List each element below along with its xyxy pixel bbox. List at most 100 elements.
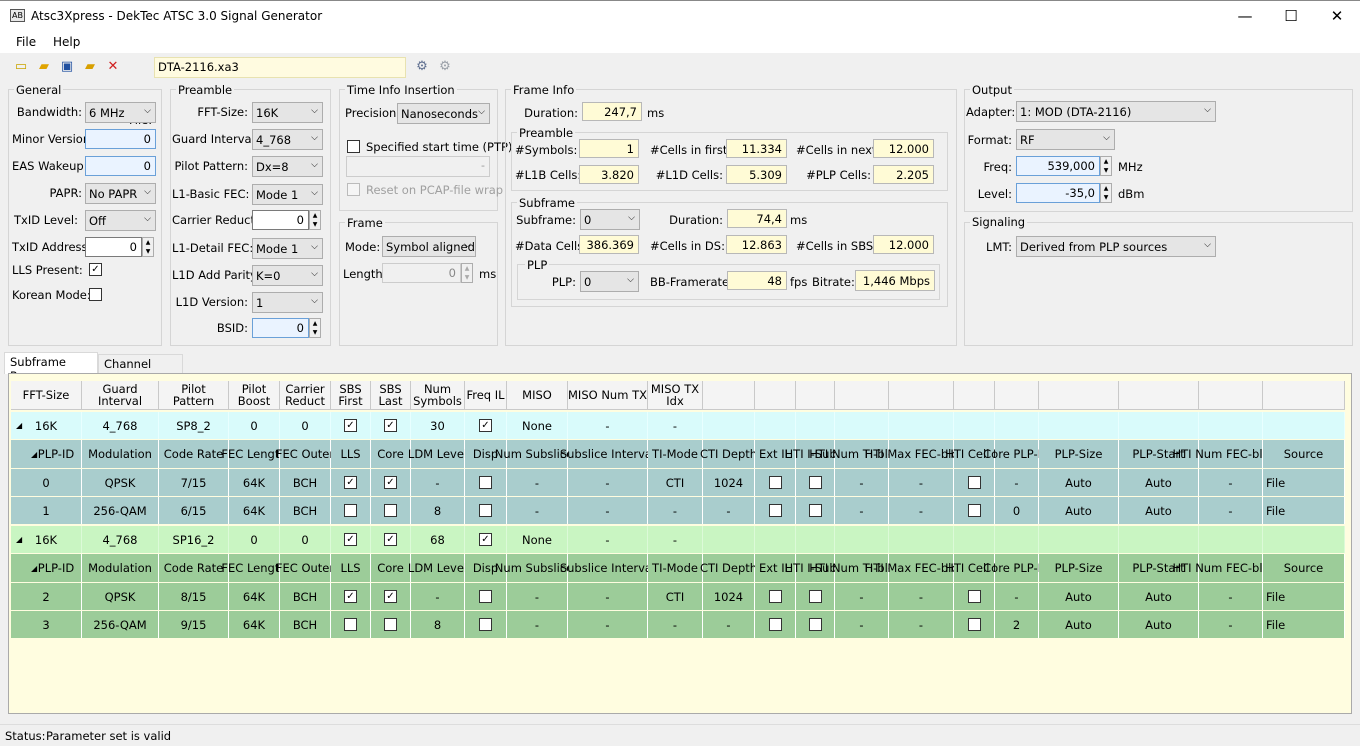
plp-cell[interactable]: 8/15 [159, 583, 229, 610]
plp-cell[interactable]: CTI [648, 583, 703, 610]
plp-header-cell[interactable]: Num Subslices [495, 554, 579, 582]
subframe-cell[interactable]: SP16_2 [159, 526, 229, 553]
grid-header-cell[interactable]: MISO [507, 381, 568, 410]
l1d-add-parity-dropdown[interactable]: K=0 ⌵ [252, 265, 323, 286]
plp-cell[interactable]: 9/15 [159, 611, 229, 638]
plp-cell[interactable]: BCH [280, 469, 331, 496]
plp-header-cell[interactable]: FEC Length [221, 554, 287, 582]
collapse-subframe-icon[interactable]: ◢ [16, 535, 23, 544]
grid-header-cell[interactable] [796, 381, 835, 410]
plp-cell[interactable]: 64K [229, 611, 280, 638]
plp-cell[interactable] [796, 583, 835, 610]
plp-header-cell[interactable]: CTI Depth [700, 554, 757, 582]
subframe-cell[interactable]: 0 [229, 412, 280, 439]
plp-cell[interactable] [371, 611, 411, 638]
plp-header-cell[interactable]: Core [371, 440, 411, 468]
plp-cell[interactable] [954, 469, 995, 496]
lls-checkbox[interactable] [344, 504, 357, 517]
grid-header-cell[interactable]: Freq IL [465, 381, 507, 410]
subframe-cell[interactable]: None [507, 526, 568, 553]
carrier-reduct-spinner[interactable]: ▲ ▼ [309, 210, 321, 230]
subframe-cell[interactable]: - [568, 526, 648, 553]
disp-checkbox[interactable] [479, 590, 492, 603]
precision-dropdown[interactable]: Nanoseconds ⌵ [397, 103, 490, 124]
plp-header-cell[interactable]: Code Rate [159, 440, 229, 468]
freq-spinner[interactable]: ▲ ▼ [1100, 156, 1112, 176]
core-checkbox[interactable] [384, 504, 397, 517]
minimize-button[interactable]: — [1237, 7, 1253, 25]
bsid-spinner[interactable]: ▲ ▼ [309, 318, 321, 338]
plp-cell[interactable]: 8 [411, 611, 465, 638]
txid-level-dropdown[interactable]: Off ⌵ [85, 210, 156, 231]
lls-checkbox[interactable] [344, 618, 357, 631]
grid-header-cell[interactable]: Carrier Reduct [280, 381, 331, 410]
plp-cell[interactable] [465, 611, 507, 638]
format-dropdown[interactable]: RF ⌵ [1016, 129, 1115, 150]
plp-cell[interactable]: 64K [229, 469, 280, 496]
subframe-cell[interactable]: - [568, 412, 648, 439]
plp-cell[interactable]: 256-QAM [82, 611, 159, 638]
tab-channel-fading[interactable]: Channel Fading [98, 354, 183, 385]
plp-cell[interactable]: - [1199, 497, 1263, 524]
hti-cell-checkbox[interactable] [967, 590, 981, 603]
tab-subframe-params[interactable]: Subframe Params [4, 352, 98, 383]
plp-cell[interactable]: Auto [1119, 497, 1199, 524]
freq-input[interactable]: 539,000 [1016, 156, 1100, 176]
plp-header-cell[interactable]: HTI I-Subfr [785, 440, 845, 468]
subframe-cell[interactable]: ✓ [331, 526, 371, 553]
plp-select-dropdown[interactable]: 0 ⌵ [580, 271, 639, 292]
plp-header-cell[interactable]: HTI I-Subfr [785, 554, 845, 582]
grid-header-cell[interactable] [1263, 381, 1345, 410]
plp-header-cell[interactable]: Modulation [82, 554, 159, 582]
plp-cell[interactable]: ✓ [371, 469, 411, 496]
lmt-dropdown[interactable]: Derived from PLP sources ⌵ [1016, 236, 1216, 257]
plp-header-cell[interactable]: Subslice Interval [560, 554, 655, 582]
plp-cell[interactable] [755, 469, 796, 496]
plp-cell[interactable] [796, 497, 835, 524]
plp-cell[interactable]: - [835, 469, 889, 496]
mode-dropdown[interactable]: Symbol aligned ⌵ [382, 236, 476, 257]
txid-address-spinner[interactable]: ▲ ▼ [142, 237, 154, 257]
core-checkbox[interactable]: ✓ [384, 590, 397, 603]
plp-header-cell[interactable]: PLP-ID ◢ [11, 440, 82, 468]
save-icon[interactable]: ▣ [60, 59, 74, 74]
subframe-cell[interactable]: 68 [411, 526, 465, 553]
plp-cell[interactable]: - [889, 611, 954, 638]
open-folder-icon[interactable]: ▰ [39, 59, 49, 74]
new-file-icon[interactable]: ▭ [14, 59, 28, 74]
plp-cell[interactable]: 64K [229, 583, 280, 610]
plp-header-cell[interactable]: Subslice Interval [560, 440, 655, 468]
hti-i-checkbox[interactable] [808, 476, 822, 489]
korean-mode-checkbox[interactable] [89, 288, 102, 301]
plp-header-cell[interactable]: PLP-Start [1119, 554, 1199, 582]
subframe-cell[interactable]: ✓ [331, 412, 371, 439]
plp-header-cell[interactable]: FEC Outer [276, 554, 334, 582]
subframe-cell[interactable]: 4_768 [82, 412, 159, 439]
fft-size-dropdown[interactable]: 16K ⌵ [252, 102, 323, 123]
plp-header-cell[interactable]: Num Subslices [495, 440, 579, 468]
plp-cell[interactable] [796, 611, 835, 638]
plp-cell[interactable] [331, 497, 371, 524]
hti-i-checkbox[interactable] [808, 504, 822, 517]
grid-header-cell[interactable] [954, 381, 995, 410]
grid-header-cell[interactable]: SBS First [331, 381, 371, 410]
open-icon[interactable]: ▰ [85, 59, 95, 74]
hti-i-checkbox[interactable] [808, 590, 822, 603]
ext-il-checkbox[interactable] [768, 504, 782, 517]
plp-cell[interactable]: - [411, 469, 465, 496]
plp-cell[interactable]: ✓ [371, 583, 411, 610]
plp-cell[interactable] [954, 611, 995, 638]
plp-cell[interactable]: - [648, 497, 703, 524]
plp-cell[interactable]: Auto [1039, 497, 1119, 524]
plp-cell[interactable]: Auto [1119, 583, 1199, 610]
plp-cell[interactable]: 3 [11, 611, 82, 638]
menu-help[interactable]: Help [53, 35, 81, 49]
plp-header-cell[interactable]: HTI Cell IL [945, 440, 1003, 468]
plp-cell[interactable]: ✓ [331, 583, 371, 610]
hti-cell-checkbox[interactable] [967, 504, 981, 517]
disp-checkbox[interactable] [479, 504, 492, 517]
collapse-subframe-icon[interactable]: ◢ [16, 421, 23, 430]
papr-dropdown[interactable]: No PAPR ⌵ [85, 183, 156, 204]
maximize-button[interactable]: ☐ [1284, 7, 1298, 25]
plp-cell[interactable]: 256-QAM [82, 497, 159, 524]
